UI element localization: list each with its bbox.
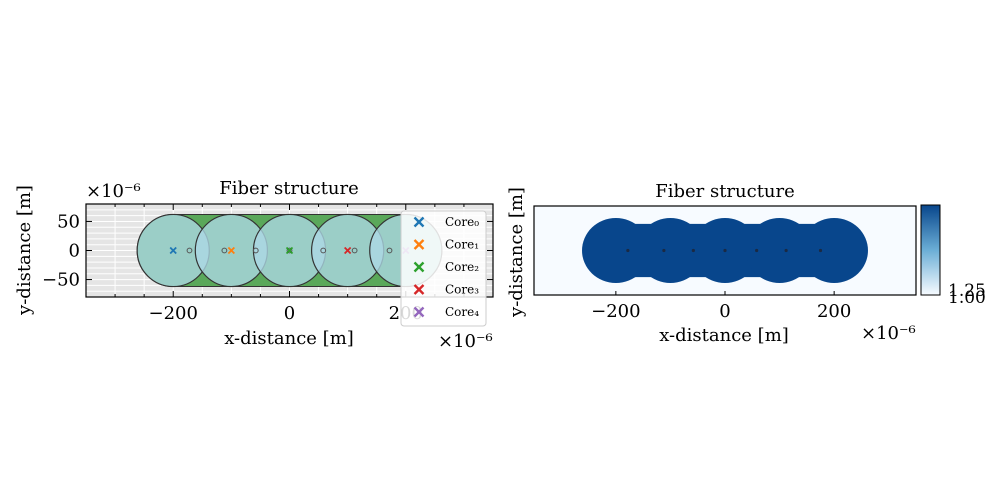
core-dot (626, 248, 630, 253)
core-dot (755, 248, 759, 253)
legend-entry: Core₂ (413, 260, 479, 274)
legend-label: Core₄ (445, 305, 479, 319)
mode-marker (351, 247, 358, 254)
legend-entry: Core₁ (413, 238, 479, 252)
left-x-axis-label: x-distance [m] (224, 328, 354, 349)
left-y-axis-label: y-distance [m] (14, 185, 35, 316)
legend-entry: Core₃ (413, 283, 479, 297)
x-tick-label: −200 (148, 303, 197, 324)
y-tick-label: 0 (69, 241, 80, 262)
core-dot (784, 248, 788, 253)
mode-marker (286, 247, 293, 254)
x-tick-label: −200 (591, 301, 640, 322)
colorbar: 1.25 1.00 (920, 204, 986, 308)
core-region (636, 218, 705, 283)
core-dot (662, 248, 666, 253)
colorbar-tick-label: 1.00 (948, 288, 986, 308)
x-tick-label: 200 (817, 301, 851, 322)
legend-marker (413, 261, 425, 273)
mode-marker (320, 247, 327, 254)
core-region (745, 218, 814, 283)
mode-marker (186, 247, 193, 254)
right-axis-tick-labels: −200 0 200 (591, 301, 851, 322)
legend-label: Core₀ (445, 215, 479, 229)
mode-marker (221, 247, 228, 254)
legend-marker (413, 239, 425, 250)
legend-entry: Core₀ (413, 215, 479, 229)
legend-label: Core₃ (445, 283, 479, 297)
y-tick-label: −50 (42, 270, 80, 291)
right-chart-title: Fiber structure (655, 181, 795, 202)
core-dot (691, 248, 695, 253)
core-center-marker (344, 246, 352, 255)
core-region (582, 218, 650, 283)
legend-marker (413, 284, 425, 295)
right-heatmap (582, 218, 868, 283)
y-tick-label: 50 (57, 211, 80, 232)
core-center-marker (227, 246, 235, 255)
legend-label: Core₂ (445, 260, 479, 274)
legend-marker (413, 216, 425, 228)
colorbar-gradient (920, 204, 941, 296)
mode-marker (252, 247, 259, 254)
right-chart: Fiber structure −200 0 200 x-distance [m] … (506, 181, 986, 346)
x-tick-label: 0 (284, 303, 295, 324)
left-x-offset-label: ×10⁻⁶ (438, 331, 493, 352)
legend-label: Core₁ (445, 238, 479, 252)
core-center-marker (169, 246, 177, 255)
right-x-axis-label: x-distance [m] (659, 325, 789, 346)
core-dot (723, 248, 727, 253)
left-marks (136, 213, 443, 288)
legend: Core₀ Core₁ Core₂ Core₃ Core₄ (400, 210, 487, 327)
mode-marker (386, 247, 393, 254)
right-y-axis-label: y-distance [m] (506, 187, 527, 318)
left-chart-title: Fiber structure (219, 178, 359, 199)
legend-entry: Core₄ (413, 305, 479, 319)
core-center-marker (285, 246, 294, 255)
right-axis-ticks (615, 291, 835, 295)
colorbar-tick-label: 1.25 (948, 281, 986, 301)
core-dot (818, 248, 823, 253)
legend-marker (413, 306, 425, 318)
right-x-offset-label: ×10⁻⁶ (861, 323, 916, 344)
left-y-offset-label: ×10⁻⁶ (86, 181, 141, 202)
x-tick-label: 0 (719, 301, 730, 322)
core-region (800, 218, 868, 283)
